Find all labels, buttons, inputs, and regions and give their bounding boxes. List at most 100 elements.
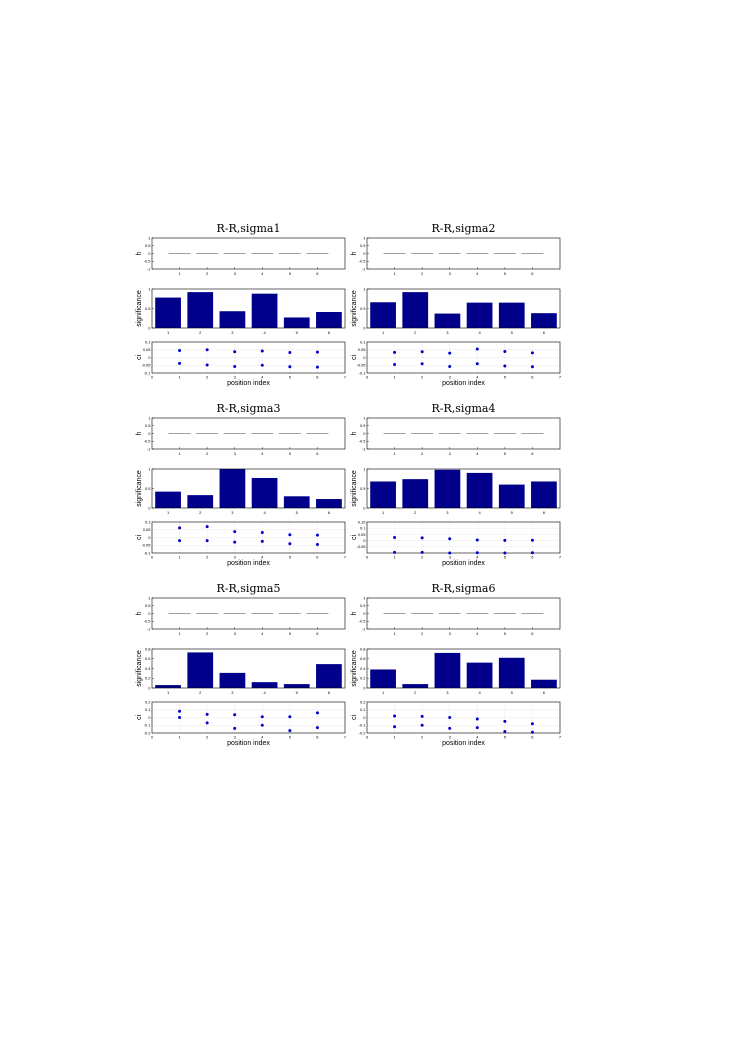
significance-ytick-label: 0.8 [360, 646, 366, 651]
significance-bar [498, 302, 525, 328]
h-ytick-label: 0 [363, 611, 366, 616]
significance-bar [283, 496, 310, 508]
ci-xtick-label: 1 [393, 735, 396, 740]
h-ytick-label: 0.5 [145, 603, 151, 608]
significance-bar [531, 313, 557, 328]
ci-xtick-label: 6 [531, 555, 534, 560]
ci-xtick-label: 5 [289, 375, 292, 380]
h-ytick-label: -1 [362, 266, 366, 271]
ci-xtick-label: 0 [366, 735, 369, 740]
ci-ylabel: ci [136, 355, 143, 361]
ci-lower-point [315, 365, 319, 369]
significance-xtick-label: 5 [296, 330, 299, 335]
ci-xtick-label: 1 [178, 375, 181, 380]
significance-bar [402, 479, 429, 508]
ci-ytick-label: 0.15 [358, 519, 367, 524]
h-ytick-label: -0.5 [144, 439, 152, 444]
ci-xtick-label: 1 [178, 735, 181, 740]
h-xtick-label: 2 [206, 451, 209, 456]
significance-xtick-label: 1 [382, 690, 385, 695]
panel-4: R-R,sigma4 -1 -0.5 0 0.5 1 1 2 3 4 5 6 h 0 0.5 1 1 2 3 4 5 6 s… [351, 402, 562, 567]
significance-ylabel: significance [351, 650, 358, 687]
h-ytick-label: 0.5 [360, 243, 366, 248]
ci-xtick-label: 0 [151, 735, 154, 740]
ci-xtick-label: 3 [234, 555, 237, 560]
h-xtick-label: 1 [393, 271, 396, 276]
ci-xtick-label: 6 [316, 375, 319, 380]
ci-ytick-label: 0.1 [360, 339, 366, 344]
ci-upper-point [260, 531, 264, 535]
ci-xlabel: position index [442, 380, 485, 387]
h-ytick-label: 0 [363, 251, 366, 256]
ci-upper-point [178, 526, 182, 530]
significance-ytick-label: 0 [363, 685, 366, 690]
ci-upper-point [530, 722, 534, 726]
ci-xtick-label: 7 [344, 555, 347, 560]
ci-subplot: -0.2 -0.1 0 0.1 0.2 0 1 2 3 4 5 6 7 ci position index [136, 699, 347, 747]
ci-lower-point [260, 539, 264, 543]
significance-subplot: 0 0.5 1 1 2 3 4 5 6 significance [136, 466, 346, 515]
h-ytick-label: -1 [362, 446, 366, 451]
ci-upper-point [420, 536, 424, 540]
panel-title: R-R,sigma1 [217, 222, 281, 235]
panel-title: R-R,sigma6 [432, 582, 496, 595]
significance-subplot: 0 0.5 1 1 2 3 4 5 6 significance [136, 286, 346, 335]
significance-bar [402, 292, 429, 328]
significance-xtick-label: 2 [414, 330, 417, 335]
ci-xtick-label: 2 [421, 375, 424, 380]
h-xtick-label: 3 [449, 451, 452, 456]
ci-ylabel: ci [351, 355, 358, 361]
ci-ytick-label: 0.05 [358, 347, 367, 352]
ci-xtick-label: 0 [151, 375, 154, 380]
ci-upper-point [448, 351, 452, 355]
significance-ylabel: significance [351, 290, 358, 327]
ci-lower-point [178, 539, 182, 543]
ci-upper-point [178, 709, 182, 713]
significance-ytick-label: 1 [363, 466, 366, 471]
ci-subplot: -0.1 -0.05 0 0.05 0.1 0 1 2 3 4 5 6 7 ci position inde… [136, 519, 347, 567]
ci-lower-point [205, 539, 209, 543]
ci-xlabel: position index [227, 740, 270, 747]
ci-ytick-label: -0.2 [359, 730, 367, 735]
ci-lower-point [448, 726, 452, 730]
significance-bar [466, 472, 493, 508]
ci-ytick-label: 0.05 [143, 347, 152, 352]
ci-axes-frame [366, 521, 561, 554]
ci-lower-point [260, 723, 264, 727]
ci-lower-point [233, 726, 237, 730]
ci-xtick-label: 7 [344, 375, 347, 380]
ci-xtick-label: 6 [316, 735, 319, 740]
ci-upper-point [393, 714, 397, 718]
significance-xtick-label: 3 [446, 330, 449, 335]
h-ytick-label: 0.5 [360, 423, 366, 428]
ci-upper-point [530, 351, 534, 355]
ci-ytick-label: 0 [148, 535, 151, 540]
significance-subplot: 0 0.5 1 1 2 3 4 5 6 significance [351, 466, 561, 515]
significance-xtick-label: 5 [296, 510, 299, 515]
h-subplot: -1 -0.5 0 0.5 1 1 2 3 4 5 6 h [351, 415, 561, 456]
significance-xtick-label: 2 [199, 330, 202, 335]
significance-ytick-label: 0.5 [145, 486, 151, 491]
ci-lower-point [448, 364, 452, 368]
h-xtick-label: 5 [289, 271, 292, 276]
panel-1: R-R,sigma1 -1 -0.5 0 0.5 1 1 2 3 4 5 6 h 0 0.5 1 1 2 3 4 5 6 s… [136, 222, 347, 387]
significance-xtick-label: 3 [231, 510, 234, 515]
ci-subplot: -0.2 -0.1 0 0.1 0.2 0 1 2 3 4 5 6 7 ci position index [351, 699, 562, 747]
ci-lower-point [205, 363, 209, 367]
significance-ytick-label: 1 [148, 466, 151, 471]
panel-2: R-R,sigma2 -1 -0.5 0 0.5 1 1 2 3 4 5 6 h 0 0.5 1 1 2 3 4 5 6 s… [351, 222, 562, 387]
significance-xtick-label: 2 [414, 690, 417, 695]
h-ytick-label: 0.5 [145, 423, 151, 428]
ci-axes-frame [151, 341, 346, 374]
h-xtick-label: 2 [421, 631, 424, 636]
panel-title: R-R,sigma4 [432, 402, 496, 415]
ci-ytick-label: -0.1 [359, 370, 367, 375]
h-ytick-label: 0 [148, 251, 151, 256]
panel-6: R-R,sigma6 -1 -0.5 0 0.5 1 1 2 3 4 5 6 h 0 0.2 0.4 0.6 0.… [351, 582, 562, 747]
significance-xtick-label: 6 [543, 510, 546, 515]
ci-lower-point [393, 362, 397, 366]
ci-xtick-label: 4 [261, 735, 264, 740]
ci-ytick-label: 0.1 [360, 707, 366, 712]
significance-bar [219, 672, 246, 688]
ci-ytick-label: 0.1 [145, 707, 151, 712]
